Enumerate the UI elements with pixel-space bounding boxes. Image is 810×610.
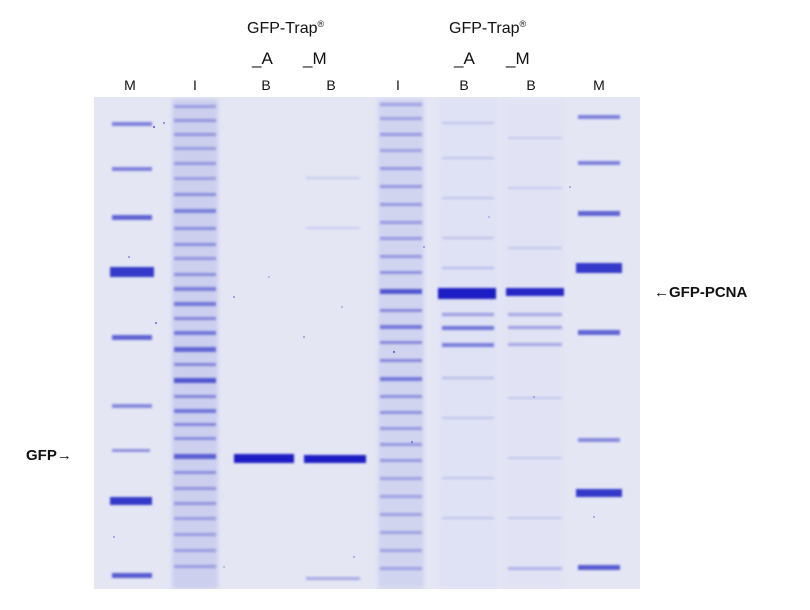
lane-label-6: B — [459, 77, 469, 93]
group-2-sub-right: _M — [506, 49, 530, 68]
group-1-sub-left: _A — [252, 49, 273, 68]
gfp-annotation: GFP→ — [26, 447, 72, 464]
lane-4-bands — [304, 177, 366, 580]
lane-6-bands — [438, 122, 496, 519]
lane-label-1: M — [124, 77, 136, 93]
gel-speckles — [113, 122, 595, 568]
lane-label-2: I — [193, 77, 197, 93]
group-2-sub-left: _A — [454, 49, 475, 68]
right-arrow-icon: → — [56, 447, 72, 464]
lane-label-5: I — [396, 77, 400, 93]
lane-label-8: M — [593, 77, 605, 93]
lane-label-7: B — [526, 77, 536, 93]
group-title-1: GFP-Trap® — [247, 19, 325, 37]
left-arrow-icon: ← — [654, 284, 669, 301]
marker-lane-2 — [576, 115, 622, 570]
lane-7-bands — [506, 137, 564, 570]
lane-label-4: B — [326, 77, 336, 93]
gfp-pcna-annotation: ←GFP-PCNA — [654, 284, 748, 301]
group-title-2: GFP-Trap® — [449, 19, 527, 37]
gel-image — [94, 97, 640, 589]
lane-label-3: B — [261, 77, 271, 93]
lane-3-bands — [234, 454, 294, 463]
input-lane-1-bands — [174, 105, 216, 568]
group-1-sub-right: _M — [303, 49, 327, 68]
input-lane-2-bands — [380, 103, 422, 570]
marker-lane-1 — [110, 122, 154, 578]
lane-2-smear — [172, 99, 218, 589]
